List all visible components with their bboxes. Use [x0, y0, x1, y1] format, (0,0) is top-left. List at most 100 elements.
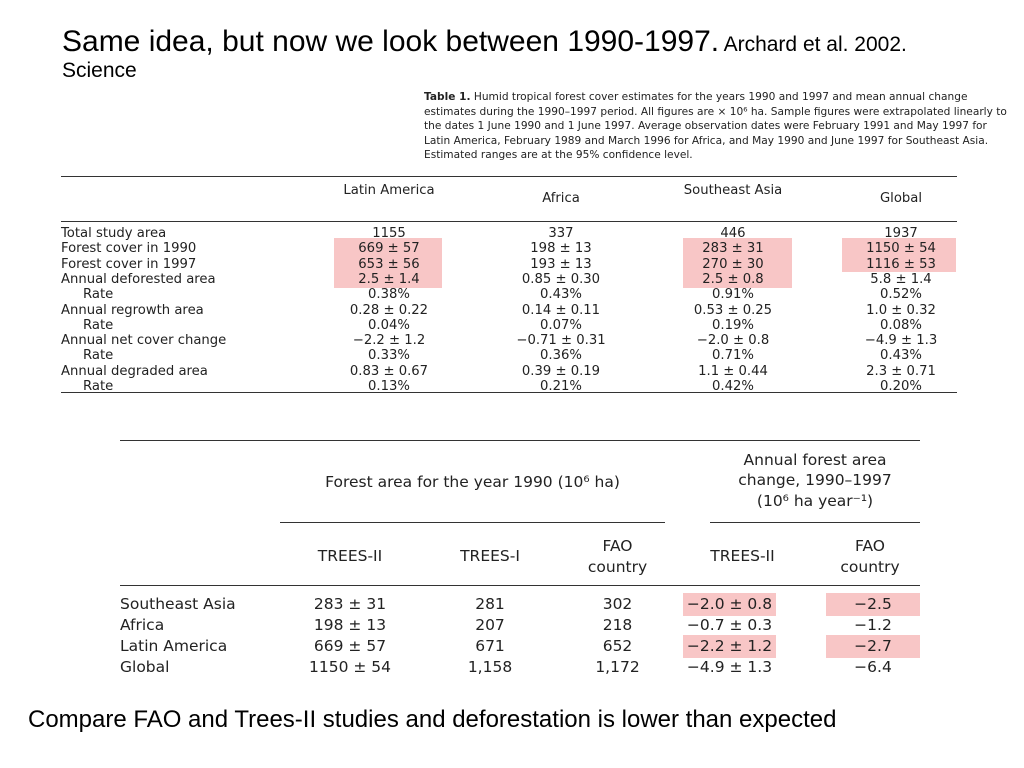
table2-row-label: Global: [120, 658, 170, 676]
table1-row-label: Rate: [83, 379, 114, 394]
table1-cell: 198 ± 13: [530, 241, 592, 257]
table2-top-rule: [120, 440, 920, 441]
table1-row: Annual degraded area 0.83 ± 0.67 0.39 ± 0.…: [61, 364, 957, 379]
table1-row: Forest cover in 1997 653 ± 56 193 ± 13 270 …: [61, 257, 957, 272]
table2-cell: 1,158: [467, 658, 513, 676]
table2-col-trees1: TREES-I: [460, 547, 520, 565]
table1-cell: 0.13%: [368, 379, 410, 394]
table1-caption: Table 1. Humid tropical forest cover est…: [424, 90, 1009, 163]
table2-cell: −2.2 ± 1.2: [686, 637, 773, 655]
table2-col-change-trees2: TREES-II: [710, 547, 775, 565]
table1-cell: 2.5 ± 0.8: [702, 271, 764, 287]
table2-cell: −1.2: [854, 616, 892, 634]
table2-col-fao: FAO: [602, 537, 633, 555]
table1-cell: 0.21%: [540, 379, 582, 394]
table1-cell: 0.28 ± 0.22: [349, 302, 429, 318]
table1-row-label: Annual deforested area: [61, 271, 216, 287]
table1-row: Rate 0.38% 0.43% 0.91% 0.52%: [61, 287, 957, 302]
table2-cell: 1,172: [595, 658, 640, 676]
table2-col-fao-sub: country: [587, 558, 648, 576]
table1-highlight-latin-america: [334, 238, 442, 288]
table1-row-label: Total study area: [61, 226, 167, 241]
table1-row: Annual net cover change −2.2 ± 1.2 −0.71 ±…: [61, 333, 957, 348]
table1-cell: 0.91%: [712, 287, 754, 303]
table2-cell: −2.0 ± 0.8: [686, 595, 773, 613]
table2-cell: 302: [602, 595, 633, 613]
table1-cell: 653 ± 56: [358, 256, 420, 272]
slide-title: Same idea, but now we look between 1990-…: [62, 24, 962, 84]
table1-col-latin-america: Latin America: [343, 183, 435, 198]
table2-row-label: Latin America: [120, 637, 228, 655]
table2-cell: −4.9 ± 1.3: [686, 658, 773, 676]
table2-highlight-sea-trees2: [683, 593, 776, 616]
table1-cell: −2.2 ± 1.2: [352, 333, 426, 349]
table1-cell: 337: [548, 226, 574, 241]
table1-row: Rate 0.04% 0.07% 0.19% 0.08%: [61, 318, 957, 333]
table1-cell: 0.43%: [880, 348, 922, 364]
table1-cell: 1155: [372, 226, 406, 241]
table1-row: Annual deforested area 2.5 ± 1.4 0.85 ± 0.…: [61, 272, 957, 287]
table1-cell: 0.43%: [540, 287, 582, 303]
table2-group2-header-line1: Annual forest area: [743, 451, 887, 469]
table1-cell: 1.0 ± 0.32: [866, 302, 936, 318]
table1-cell: 270 ± 30: [702, 256, 764, 272]
table2-cell: 652: [602, 637, 633, 655]
table1-row: Forest cover in 1990 669 ± 57 198 ± 13 283 …: [61, 241, 957, 256]
table2-group1-header: Forest area for the year 1990 (10⁶ ha): [325, 473, 620, 491]
table1-row: Rate 0.33% 0.36% 0.71% 0.43%: [61, 348, 957, 363]
table1-cell: 193 ± 13: [530, 256, 592, 272]
title-main: Same idea, but now we look between 1990-…: [62, 25, 720, 58]
table2-col-change-fao-sub: country: [840, 558, 900, 576]
table1-cell: 0.52%: [880, 287, 922, 303]
table1-row: Total study area 1155 337 446 1937: [61, 226, 957, 241]
table2-highlight-sea-fao: [826, 593, 920, 616]
table2-cell: 218: [602, 616, 633, 634]
bottom-note: Compare FAO and Trees-II studies and def…: [28, 706, 837, 733]
table1-cell: 0.19%: [712, 317, 754, 333]
table2-cell: 669 ± 57: [313, 637, 387, 655]
table1-cell: 669 ± 57: [358, 241, 420, 257]
table2-cell: −6.4: [854, 658, 892, 676]
table1-row-label: Rate: [83, 348, 114, 364]
table2-group2-header-line2: change, 1990–1997: [738, 471, 892, 489]
table2-highlight-la-fao: [826, 635, 920, 658]
table2-cell: 198 ± 13: [313, 616, 387, 634]
table2-group2-header-line3: (10⁶ ha year⁻¹): [756, 492, 874, 510]
table2-header-rule: [120, 585, 920, 586]
table1-bottom-rule: [61, 392, 957, 393]
table1-cell: 0.53 ± 0.25: [693, 302, 773, 318]
table2-cell: −2.5: [854, 595, 892, 613]
table1-cell: 2.5 ± 1.4: [358, 271, 420, 287]
table1-cell: −0.71 ± 0.31: [516, 333, 606, 349]
table1-cell: 283 ± 31: [702, 241, 764, 257]
table1-cell: 0.20%: [880, 379, 922, 394]
table1-col-africa: Africa: [542, 191, 580, 206]
table1-cell: 0.08%: [880, 317, 922, 333]
table1-row-label: Forest cover in 1990: [61, 241, 197, 257]
table1-cell: 1116 ± 53: [866, 256, 936, 272]
table2-row-label: Southeast Asia: [120, 595, 236, 613]
table1-row: Rate 0.13% 0.21% 0.42% 0.20%: [61, 379, 957, 394]
table1-col-global: Global: [879, 191, 923, 206]
table1-cell: 446: [720, 226, 746, 241]
table2-cell: −0.7 ± 0.3: [686, 616, 773, 634]
table1-row-label: Rate: [83, 287, 114, 303]
table1-top-rule: [61, 176, 957, 177]
table1-row: Annual regrowth area 0.28 ± 0.22 0.14 ± 0.…: [61, 303, 957, 318]
table1-cell: 1.1 ± 0.44: [698, 363, 768, 379]
table2-col-trees2: TREES-II: [317, 547, 383, 565]
table1-col-southeast-asia: Southeast Asia: [683, 183, 783, 198]
table1-cell: 0.71%: [712, 348, 754, 364]
table1-highlight-global: [842, 238, 956, 272]
table1-cell: 2.3 ± 0.71: [866, 363, 936, 379]
table2-group2-rule: [710, 522, 920, 523]
table2-group1-rule: [280, 522, 665, 523]
table2-highlight-la-trees2: [683, 635, 776, 658]
table1-cell: −2.0 ± 0.8: [696, 333, 770, 349]
table1-caption-text: Humid tropical forest cover estimates fo…: [424, 91, 1007, 162]
table1-cell: 0.42%: [712, 379, 754, 394]
table1-highlight-southeast-asia: [683, 238, 792, 288]
table2-cell: 1150 ± 54: [308, 658, 391, 676]
table1-cell: 0.14 ± 0.11: [521, 302, 601, 318]
title-citation: Archard et al. 2002. Science: [62, 33, 907, 83]
